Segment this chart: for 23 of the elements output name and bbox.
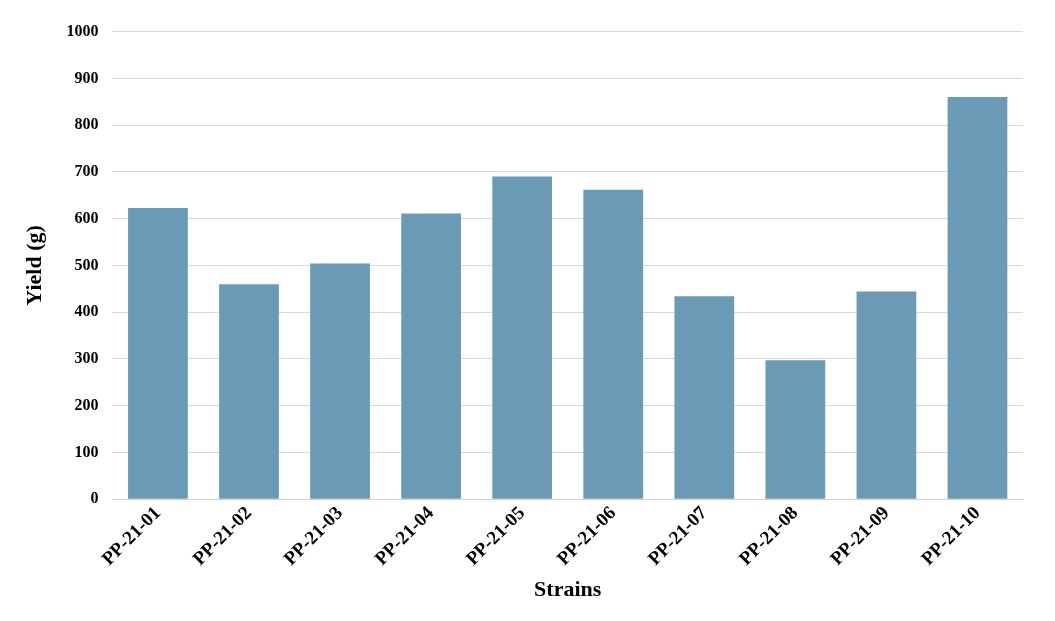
y-tick-label: 800 (74, 115, 99, 133)
bar (401, 213, 461, 499)
y-tick-label: 700 (74, 162, 99, 180)
bar (583, 189, 644, 499)
y-axis-title: Yield (g) (20, 225, 46, 306)
bar (219, 284, 279, 499)
bar (765, 360, 826, 499)
y-tick-label: 300 (74, 349, 99, 367)
y-tick-label: 400 (74, 302, 99, 320)
bar (492, 176, 553, 499)
y-tick-label: 900 (74, 68, 99, 86)
bar (856, 291, 917, 499)
y-tick-label: 600 (74, 208, 99, 226)
x-axis-title: Strains (534, 576, 602, 602)
bar (674, 296, 735, 499)
y-tick-label: 200 (74, 395, 99, 413)
bar (310, 263, 370, 499)
bar (128, 207, 188, 499)
y-tick-label: 500 (74, 255, 99, 273)
y-tick-label: 1000 (66, 21, 99, 39)
bar (947, 97, 1008, 499)
y-tick-label: 0 (90, 489, 99, 507)
y-tick-label: 100 (74, 442, 99, 460)
